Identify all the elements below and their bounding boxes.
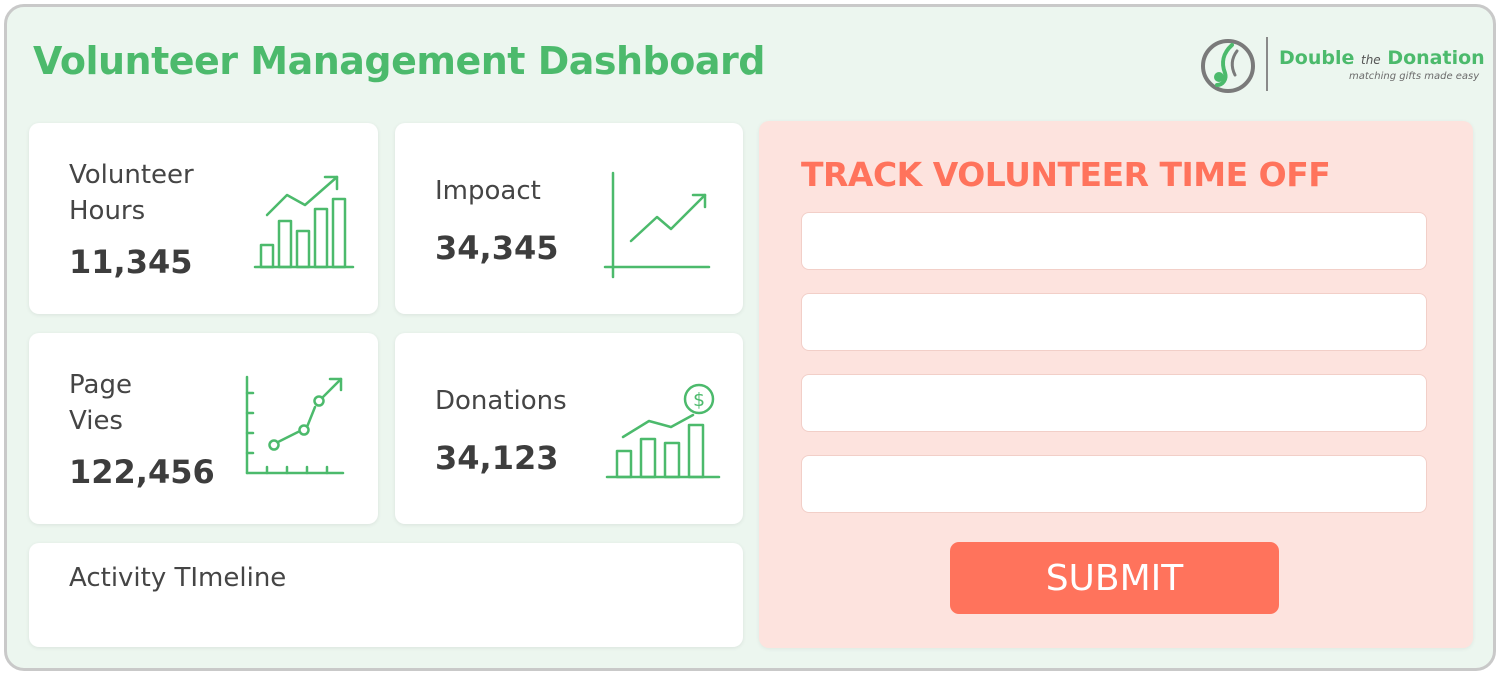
form-input-2[interactable] <box>801 293 1427 351</box>
stat-value: 34,345 <box>435 229 559 267</box>
activity-timeline-label: Activity TImeline <box>69 563 287 593</box>
stat-card-impact[interactable]: Impoact 34,345 <box>395 123 743 314</box>
double-the-donation-logo-icon <box>1201 39 1255 93</box>
activity-timeline-card[interactable]: Activity TImeline <box>29 543 743 647</box>
form-title: TRACK VOLUNTEER TIME OFF <box>801 155 1331 194</box>
stat-label: Volunteer Hours <box>69 160 194 226</box>
line-chart-icon <box>603 171 711 279</box>
logo-brand-the: the <box>1360 53 1381 67</box>
logo-brand-name: Double the Donation <box>1279 47 1485 69</box>
stat-label: Donations <box>435 386 567 416</box>
logo-brand-double: Double <box>1279 47 1355 69</box>
stat-card-volunteer-hours[interactable]: Volunteer Hours 11,345 <box>29 123 378 314</box>
logo-divider <box>1266 37 1268 91</box>
form-input-4[interactable] <box>801 455 1427 513</box>
logo-brand-donation: Donation <box>1387 47 1485 69</box>
stat-card-page-views[interactable]: Page Vies 122,456 <box>29 333 378 524</box>
form-input-3[interactable] <box>801 374 1427 432</box>
logo-tagline: matching gifts made easy <box>1349 71 1480 82</box>
stat-value: 11,345 <box>69 243 193 281</box>
stat-value: 34,123 <box>435 439 559 477</box>
time-off-form: TRACK VOLUNTEER TIME OFF SUBMIT <box>759 121 1473 648</box>
page-title: Volunteer Management Dashboard <box>33 39 765 83</box>
dollar-bar-chart-icon: $ <box>605 383 721 479</box>
stat-label: Page Vies <box>69 370 132 436</box>
dashboard-frame: Volunteer Management Dashboard Double th… <box>4 4 1496 671</box>
stat-card-donations[interactable]: Donations 34,123 $ <box>395 333 743 524</box>
svg-text:$: $ <box>693 389 705 411</box>
stat-label: Impoact <box>435 176 541 206</box>
stat-value: 122,456 <box>69 453 215 491</box>
brand-logo: Double the Donation matching gifts made … <box>1199 33 1485 95</box>
submit-button[interactable]: SUBMIT <box>950 542 1279 614</box>
bar-chart-trend-icon <box>253 175 355 269</box>
form-input-1[interactable] <box>801 212 1427 270</box>
